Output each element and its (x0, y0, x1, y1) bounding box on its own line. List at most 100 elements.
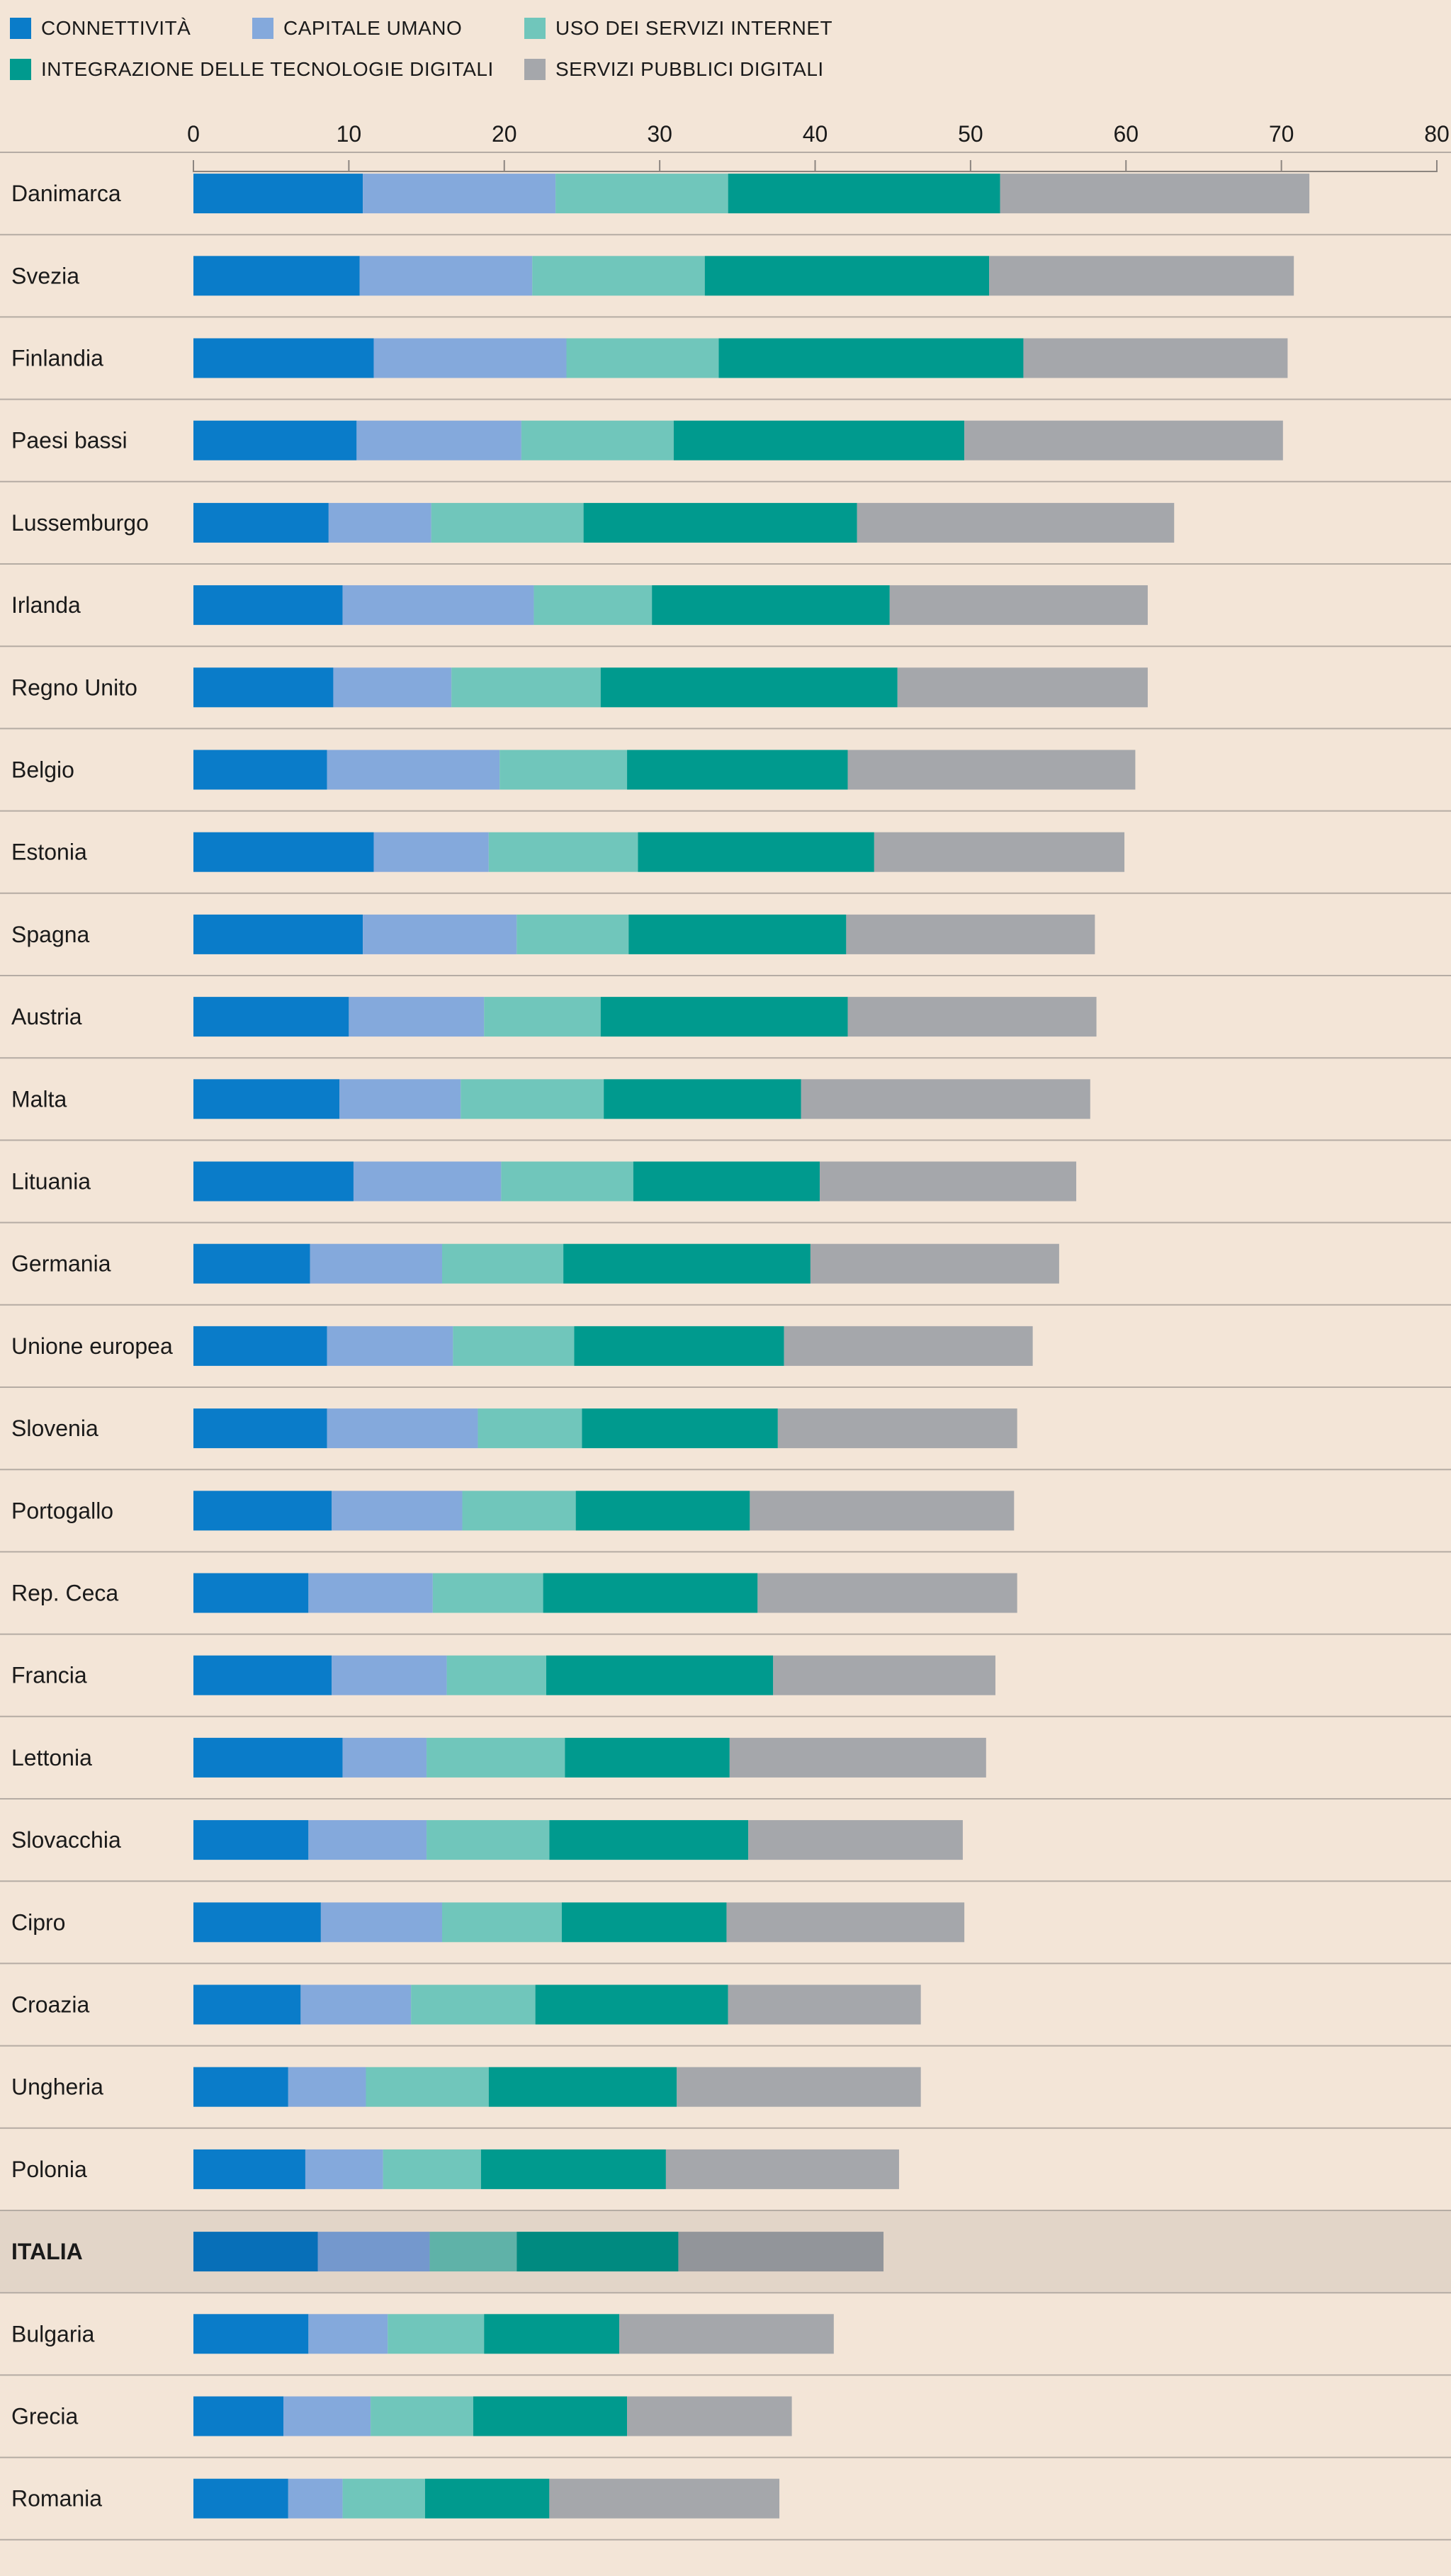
bar-portogallo-servizi-pubblici-digitali (750, 1491, 1015, 1531)
row-label-croazia: Croazia (11, 1992, 89, 2018)
bar-francia-capitale-umano (332, 1655, 447, 1695)
bar-paesi-bassi-integrazione-delle-tecnologie-digitali (673, 420, 965, 461)
bar-belgio-capitale-umano (327, 750, 500, 790)
bar-francia-integrazione-delle-tecnologie-digitali (546, 1655, 774, 1695)
row-label-bulgaria: Bulgaria (11, 2321, 95, 2346)
bar-regno-unito-connettivita (193, 667, 334, 708)
x-tick-label: 80 (1424, 121, 1450, 147)
bar-slovacchia-integrazione-delle-tecnologie-digitali (549, 1820, 749, 1860)
bar-rep-ceca-capitale-umano (308, 1573, 433, 1613)
row-label-estonia: Estonia (11, 840, 87, 865)
bar-germania-capitale-umano (310, 1243, 442, 1284)
bar-lettonia-connettivita (193, 1737, 343, 1778)
bar-regno-unito-servizi-pubblici-digitali (897, 667, 1148, 708)
row-label-danimarca: Danimarca (11, 181, 121, 206)
legend-item-uso-servizi-internet: USO DEI SERVIZI INTERNET (524, 17, 832, 40)
bar-polonia-uso-dei-servizi-internet (383, 2149, 481, 2189)
row-label-ungheria: Ungheria (11, 2074, 103, 2100)
legend-label-capitale-umano: CAPITALE UMANO (283, 17, 463, 39)
bar-croazia-uso-dei-servizi-internet (411, 1984, 536, 2025)
bar-spagna-capitale-umano (363, 914, 517, 954)
bar-lussemburgo-uso-dei-servizi-internet (431, 502, 584, 543)
bar-paesi-bassi-uso-dei-servizi-internet (521, 420, 674, 461)
legend-item-capitale-umano: CAPITALE UMANO (252, 17, 462, 40)
row-label-slovacchia: Slovacchia (11, 1827, 121, 1853)
bar-bulgaria-uso-dei-servizi-internet (388, 2314, 485, 2354)
bar-austria-servizi-pubblici-digitali (847, 997, 1097, 1037)
row-label-polonia: Polonia (11, 2157, 87, 2182)
bar-grecia-connettivita (193, 2396, 284, 2436)
legend-item-connettivita: CONNETTIVITÀ (10, 17, 191, 40)
bar-estonia-uso-dei-servizi-internet (488, 832, 638, 872)
legend-label-uso-servizi-internet: USO DEI SERVIZI INTERNET (555, 17, 833, 39)
legend-swatch-uso-servizi-internet (524, 18, 546, 39)
bar-rep-ceca-uso-dei-servizi-internet (432, 1573, 543, 1613)
bar-germania-uso-dei-servizi-internet (442, 1243, 564, 1284)
x-tick-label: 40 (803, 121, 828, 147)
bar-portogallo-integrazione-delle-tecnologie-digitali (575, 1491, 750, 1531)
bar-malta-uso-dei-servizi-internet (461, 1079, 604, 1119)
bar-slovacchia-servizi-pubblici-digitali (748, 1820, 963, 1860)
bar-danimarca-connettivita (193, 174, 363, 214)
bar-grecia-capitale-umano (283, 2396, 371, 2436)
bar-svezia-connettivita (193, 256, 360, 296)
bar-polonia-connettivita (193, 2149, 305, 2189)
bar-cipro-capitale-umano (320, 1902, 442, 1943)
bar-austria-connettivita (193, 997, 349, 1037)
bar-lussemburgo-connettivita (193, 502, 329, 543)
bar-francia-connettivita (193, 1655, 332, 1695)
bar-spagna-connettivita (193, 914, 363, 954)
bar-malta-servizi-pubblici-digitali (801, 1079, 1090, 1119)
legend-label-connettivita: CONNETTIVITÀ (41, 17, 191, 39)
bar-lituania-connettivita (193, 1161, 354, 1202)
x-tick-label: 70 (1269, 121, 1294, 147)
legend-swatch-integrazione-tecnologie-digitali (10, 59, 31, 80)
x-tick-label: 50 (958, 121, 983, 147)
bar-romania-capitale-umano (288, 2478, 343, 2519)
bar-italia-capitale-umano (317, 2232, 430, 2272)
bar-slovenia-connettivita (193, 1408, 327, 1449)
bar-svezia-uso-dei-servizi-internet (532, 256, 705, 296)
bar-ungheria-servizi-pubblici-digitali (677, 2067, 921, 2107)
bar-lussemburgo-servizi-pubblici-digitali (857, 502, 1175, 543)
bar-croazia-capitale-umano (300, 1984, 412, 2025)
bar-lettonia-capitale-umano (342, 1737, 427, 1778)
bar-grecia-servizi-pubblici-digitali (627, 2396, 792, 2436)
bar-austria-capitale-umano (349, 997, 485, 1037)
bar-portogallo-connettivita (193, 1491, 332, 1531)
bar-belgio-servizi-pubblici-digitali (847, 750, 1136, 790)
row-label-irlanda: Irlanda (11, 592, 81, 618)
legend-item-integrazione-tecnologie-digitali: INTEGRAZIONE DELLE TECNOLOGIE DIGITALI (10, 58, 494, 81)
bar-slovenia-servizi-pubblici-digitali (777, 1408, 1017, 1449)
bar-cipro-integrazione-delle-tecnologie-digitali (561, 1902, 727, 1943)
bar-finlandia-servizi-pubblici-digitali (1023, 338, 1288, 378)
bar-lituania-integrazione-delle-tecnologie-digitali (633, 1161, 820, 1202)
row-label-belgio: Belgio (11, 757, 74, 783)
row-label-paesi-bassi: Paesi bassi (11, 428, 128, 453)
bar-ungheria-connettivita (193, 2067, 288, 2107)
bar-austria-uso-dei-servizi-internet (484, 997, 601, 1037)
bar-irlanda-connettivita (193, 585, 343, 626)
bar-slovenia-uso-dei-servizi-internet (478, 1408, 582, 1449)
bar-polonia-capitale-umano (305, 2149, 383, 2189)
bar-irlanda-uso-dei-servizi-internet (533, 585, 653, 626)
bar-svezia-servizi-pubblici-digitali (989, 256, 1294, 296)
bar-malta-integrazione-delle-tecnologie-digitali (604, 1079, 801, 1119)
bar-spagna-servizi-pubblici-digitali (846, 914, 1095, 954)
bar-slovacchia-connettivita (193, 1820, 309, 1860)
bar-regno-unito-capitale-umano (333, 667, 452, 708)
bar-svezia-capitale-umano (359, 256, 533, 296)
bar-romania-uso-dei-servizi-internet (342, 2478, 425, 2519)
row-label-svezia: Svezia (11, 263, 79, 288)
bar-slovacchia-uso-dei-servizi-internet (427, 1820, 550, 1860)
bar-romania-integrazione-delle-tecnologie-digitali (424, 2478, 550, 2519)
bar-danimarca-capitale-umano (363, 174, 556, 214)
row-label-lussemburgo: Lussemburgo (11, 510, 149, 536)
legend-label-integrazione-tecnologie-digitali: INTEGRAZIONE DELLE TECNOLOGIE DIGITALI (41, 58, 494, 80)
row-label-malta: Malta (11, 1086, 67, 1112)
bar-belgio-connettivita (193, 750, 327, 790)
row-label-finlandia: Finlandia (11, 346, 103, 371)
bar-irlanda-servizi-pubblici-digitali (889, 585, 1148, 626)
row-label-grecia: Grecia (11, 2404, 78, 2429)
